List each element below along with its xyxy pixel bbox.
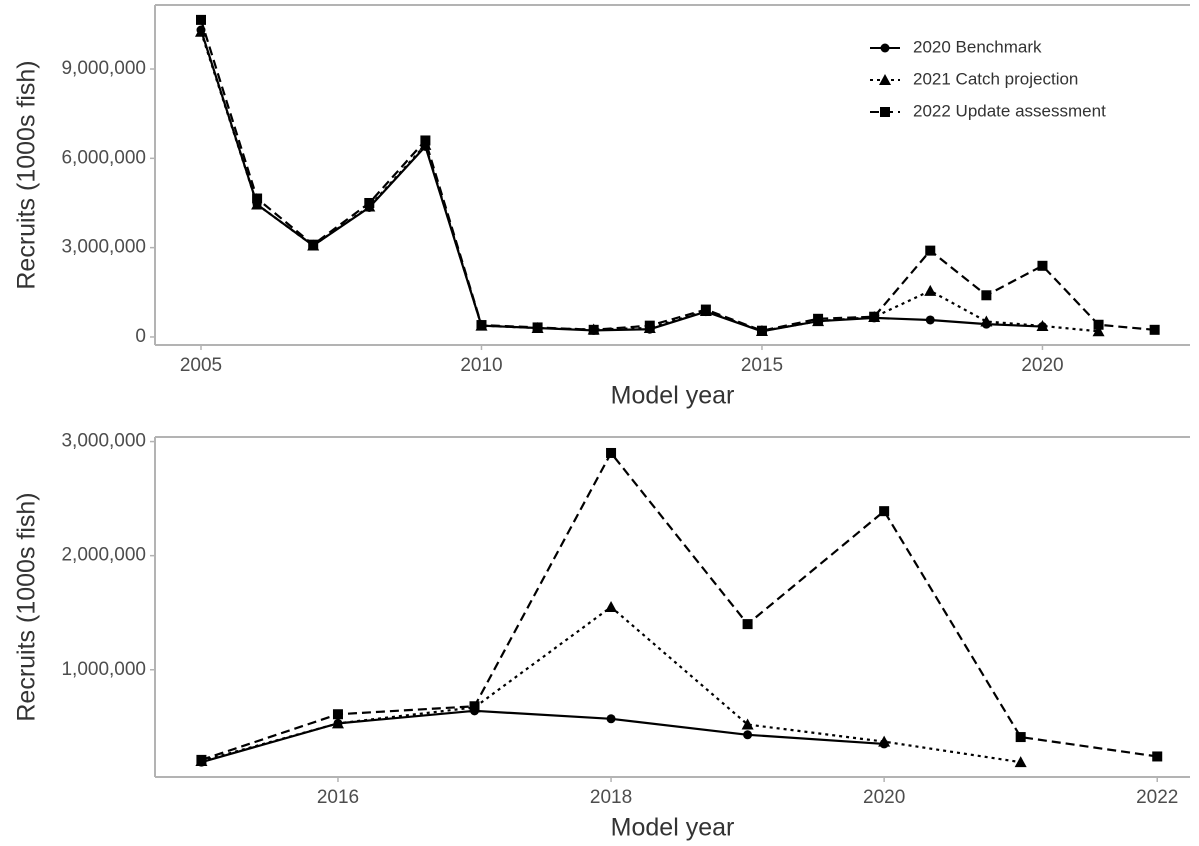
y-tick-label: 3,000,000 bbox=[61, 237, 146, 258]
y-axis-title: Recruits (1000s fish) bbox=[13, 60, 41, 289]
y-tick-label: 1,000,000 bbox=[61, 659, 146, 680]
y-tick-label: 0 bbox=[135, 326, 146, 347]
point bbox=[606, 714, 616, 724]
point bbox=[196, 754, 207, 765]
point bbox=[605, 601, 618, 612]
x-axis-title: Model year bbox=[611, 814, 735, 842]
y-tick-label: 9,000,000 bbox=[61, 58, 146, 79]
series-line bbox=[199, 31, 1099, 333]
y-tick-label: 2,000,000 bbox=[61, 545, 146, 566]
x-tick-label: 2020 bbox=[1021, 355, 1063, 376]
point bbox=[532, 322, 543, 333]
point bbox=[364, 197, 375, 208]
point bbox=[196, 14, 206, 25]
series-line bbox=[199, 19, 1155, 332]
legend-label: 2020 Benchmark bbox=[913, 37, 1042, 56]
point bbox=[251, 198, 264, 210]
legend-label: 2022 Update assessment bbox=[913, 101, 1106, 120]
point bbox=[1152, 751, 1163, 762]
legend-marker bbox=[880, 107, 890, 117]
point bbox=[476, 320, 487, 331]
point bbox=[869, 311, 880, 322]
legend-label: 2021 Catch projection bbox=[913, 69, 1078, 88]
series-line bbox=[201, 605, 1021, 764]
point bbox=[980, 315, 993, 327]
point bbox=[331, 717, 344, 729]
point bbox=[1014, 756, 1027, 768]
x-tick-label: 2016 bbox=[317, 787, 359, 808]
point bbox=[469, 701, 480, 712]
point bbox=[195, 25, 207, 37]
point bbox=[252, 193, 263, 204]
point bbox=[420, 135, 431, 146]
legend-marker bbox=[879, 74, 891, 85]
point bbox=[1036, 319, 1049, 331]
series-line bbox=[201, 450, 1158, 761]
point bbox=[1037, 260, 1048, 271]
point bbox=[332, 709, 343, 720]
x-tick-label: 2020 bbox=[863, 787, 905, 808]
x-tick-label: 2018 bbox=[590, 787, 632, 808]
point bbox=[1149, 324, 1160, 335]
point bbox=[308, 239, 319, 250]
point bbox=[1015, 732, 1026, 743]
y-axis-title: Recruits (1000s fish) bbox=[13, 492, 41, 721]
point bbox=[878, 735, 891, 747]
point bbox=[756, 325, 767, 336]
point bbox=[1093, 319, 1104, 330]
point bbox=[981, 290, 992, 301]
point bbox=[644, 320, 655, 331]
series-line bbox=[199, 29, 1043, 333]
x-tick-label: 2022 bbox=[1136, 787, 1178, 808]
point bbox=[742, 619, 753, 630]
point bbox=[741, 718, 754, 730]
point bbox=[1092, 325, 1105, 337]
point bbox=[925, 245, 936, 256]
point bbox=[813, 313, 824, 324]
series-line bbox=[201, 709, 885, 764]
x-tick-label: 2005 bbox=[180, 355, 222, 376]
legend-marker bbox=[880, 43, 890, 53]
point bbox=[606, 447, 617, 458]
x-axis-title: Model year bbox=[611, 382, 735, 410]
y-tick-label: 6,000,000 bbox=[61, 147, 146, 168]
point bbox=[925, 315, 935, 325]
point bbox=[924, 284, 937, 296]
point bbox=[588, 324, 599, 335]
point bbox=[700, 304, 711, 315]
point bbox=[879, 506, 890, 517]
point bbox=[743, 730, 753, 740]
x-tick-label: 2010 bbox=[460, 355, 502, 376]
x-tick-label: 2015 bbox=[741, 355, 783, 376]
y-tick-label: 3,000,000 bbox=[61, 431, 146, 452]
